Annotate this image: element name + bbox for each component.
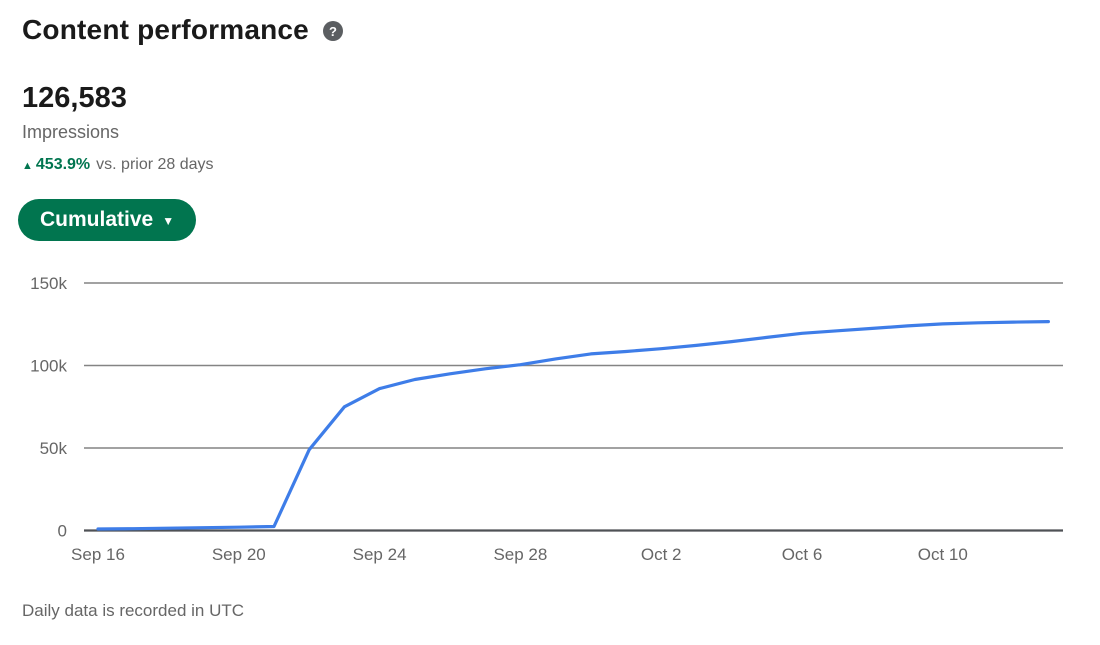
change-vs-prior: ▲ 453.9% vs. prior 28 days [22,156,214,174]
change-context: vs. prior 28 days [96,156,214,173]
change-percent: 453.9% [35,156,91,173]
cumulative-dropdown-button[interactable]: Cumulative ▼ [18,199,197,241]
impressions-line-series[interactable] [96,319,1051,531]
x-axis-tick-label: Sep 16 [71,545,125,564]
increase-arrow-icon: ▲ [22,160,33,172]
x-axis-tick-label: Oct 6 [782,545,823,564]
x-axis-tick-label: Sep 20 [212,545,266,564]
y-axis-tick-label: 150k [30,274,67,293]
page-title: Content performance [22,14,309,45]
x-axis-tick-label: Sep 28 [493,545,547,564]
x-axis-tick-label: Oct 10 [918,545,968,564]
impressions-label: Impressions [22,122,120,142]
impressions-chart[interactable]: 0 50k 100k 150k Sep 16 Sep 20 Sep 24 Sep 28 Oct … [0,250,1100,580]
impressions-count: 126,583 [22,82,127,114]
utc-note: Daily data is recorded in UTC [22,601,245,620]
help-icon[interactable]: ? [322,21,343,41]
y-axis-tick-label: 0 [58,522,67,541]
y-axis-tick-label: 100k [30,357,67,376]
card-header: Content performance ? [22,14,343,46]
chevron-down-icon: ▼ [162,214,175,228]
cumulative-dropdown-label: Cumulative [40,208,154,231]
x-axis-tick-label: Oct 2 [641,545,682,564]
x-axis-tick-label: Sep 24 [353,545,407,564]
y-axis-tick-label: 50k [40,439,68,458]
